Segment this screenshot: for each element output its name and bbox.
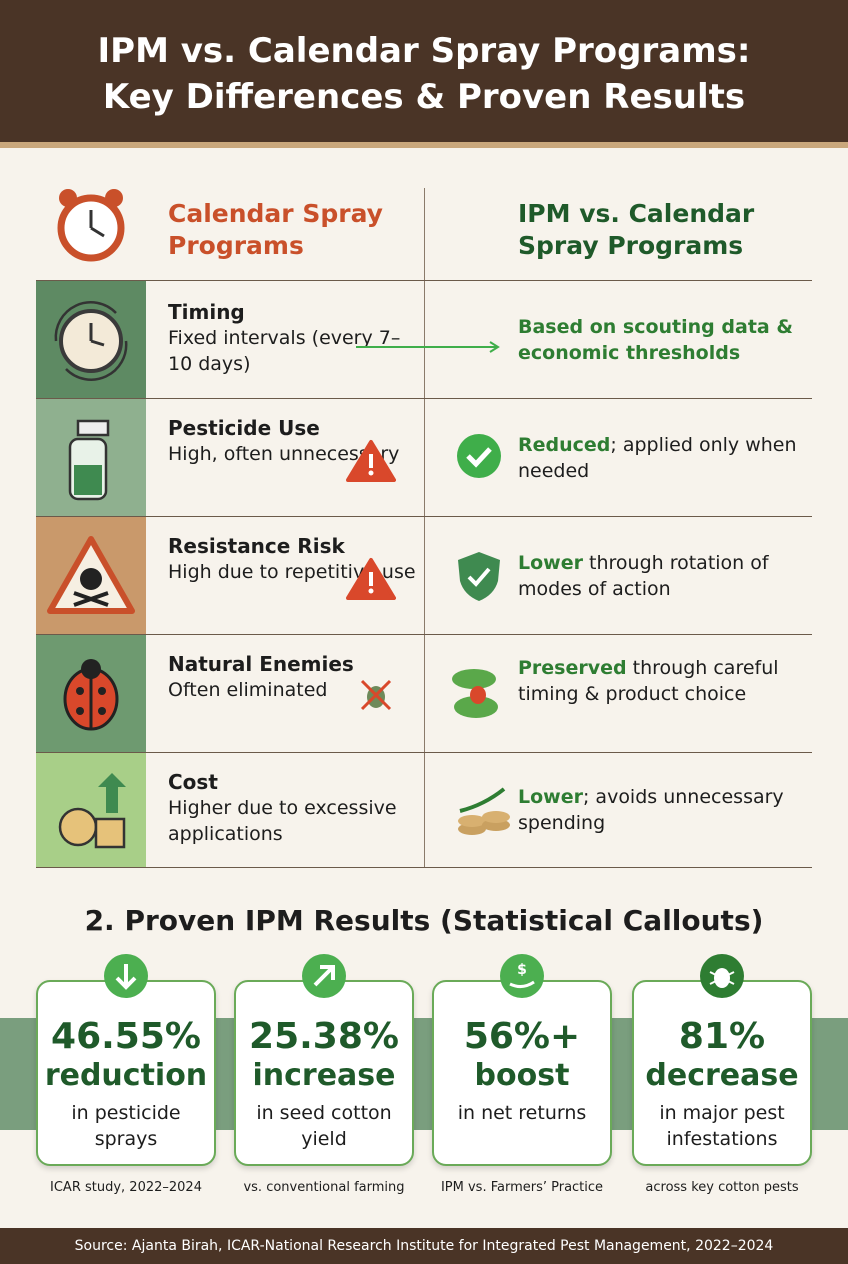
stat-note: ICAR study, 2022–2024 (50, 1180, 202, 1195)
ipm-highlight: Reduced (518, 434, 611, 456)
stat-note: vs. conventional farming (243, 1180, 405, 1195)
stat-icon (104, 954, 148, 1002)
stat-description: in major pest infestations (659, 1102, 785, 1150)
calendar-text: High, often unnecessary (168, 443, 400, 465)
calendar-text: Higher due to excessive applications (168, 797, 397, 845)
stat-note: across key cotton pests (645, 1180, 799, 1195)
stat-note: IPM vs. Farmers’ Practice (440, 1180, 604, 1195)
stat-word: boost (474, 1058, 570, 1093)
row-label: Cost (168, 770, 218, 794)
ipm-text: ; avoids unnecessary spending (518, 786, 784, 834)
stat-icon (302, 954, 346, 1002)
warning-icon (346, 440, 396, 482)
stat-word: increase (252, 1058, 396, 1093)
row-icon (36, 517, 146, 635)
table-row: Resistance Risk High due to repetitive us… (36, 516, 812, 635)
column-header: IPM vs. Calendar Spray Programs (518, 199, 755, 260)
calendar-text: Often eliminated (168, 679, 328, 701)
ipm-icon (448, 661, 508, 729)
ipm-highlight: Preserved (518, 657, 627, 679)
clock-icon (57, 189, 125, 262)
table-row: Timing Fixed intervals (every 7–10 days) B… (36, 280, 812, 399)
row-label: Pesticide Use (168, 416, 320, 440)
section-title: 2. Proven IPM Results (Statistical Callo… (84, 904, 764, 937)
stat-value: 81% (678, 1016, 766, 1057)
header: IPM vs. Calendar Spray Programs: Key Dif… (0, 0, 848, 148)
table-row: Natural Enemies Often eliminated Preserved… (36, 634, 812, 753)
right-cell: Lower through rotation of modes of actio… (518, 550, 808, 602)
ipm-text: through careful timing & product choice (518, 657, 779, 705)
stat-description: in pesticide sprays (71, 1102, 181, 1150)
warning (346, 439, 396, 487)
stat-description: in seed cotton yield (256, 1102, 392, 1150)
ipm-icon (454, 785, 514, 845)
column-header: Calendar Spray Programs (168, 199, 383, 260)
ipm-icon (454, 431, 504, 485)
row-label: Resistance Risk (168, 534, 345, 558)
stat-value: 46.55% (51, 1016, 201, 1057)
footer: Source: Ajanta Birah, ICAR-National Rese… (0, 1228, 848, 1264)
stat-card: 46.55% reduction in pesticide sprays (36, 980, 216, 1166)
stat-icon: $ (500, 954, 544, 1002)
row-icon (36, 281, 146, 399)
left-cell: Pesticide Use High, often unnecessary (168, 415, 418, 467)
title-line: IPM vs. Calendar Spray Programs: (97, 31, 751, 71)
rule (36, 867, 812, 868)
row-label: Timing (168, 300, 245, 324)
left-cell: Timing Fixed intervals (every 7–10 days) (168, 299, 418, 377)
arrow (356, 339, 506, 358)
right-cell: Preserved through careful timing & produ… (518, 655, 808, 707)
ipm-text: ; applied only when needed (518, 434, 797, 482)
stat-description: in net returns (457, 1102, 587, 1124)
row-icon (36, 635, 146, 753)
left-cell: Cost Higher due to excessive applications (168, 769, 418, 847)
stat-icon (700, 954, 744, 1002)
ipm-highlight: Lower (518, 552, 583, 574)
ipm-icon (454, 549, 504, 607)
stat-card: 25.38% increase in seed cotton yield (234, 980, 414, 1166)
stat-card: 81% decrease in major pest infestations (632, 980, 812, 1166)
warning-icon (346, 558, 396, 600)
row-icon (36, 399, 146, 517)
stat-value: 25.38% (249, 1016, 399, 1057)
warning (346, 557, 396, 605)
right-cell: Reduced; applied only when needed (518, 432, 808, 484)
table-row: Pesticide Use High, often unnecessary Redu… (36, 398, 812, 517)
stat-word: decrease (645, 1058, 799, 1093)
row-label: Natural Enemies (168, 652, 354, 676)
title-line: Key Differences & Proven Results (102, 77, 746, 117)
calendar-text: High due to repetitive use (168, 561, 416, 583)
ipm-highlight: Lower (518, 786, 583, 808)
left-cell: Resistance Risk High due to repetitive us… (168, 533, 418, 585)
stat-value: 56%+ (463, 1016, 581, 1057)
calendar-text: Fixed intervals (every 7–10 days) (168, 327, 401, 375)
ipm-highlight: Based on scouting data & economic thresh… (518, 316, 793, 364)
stat-card: 56%+ boost in net returns (432, 980, 612, 1166)
table-row: Cost Higher due to excessive applications… (36, 752, 812, 867)
row-icon (36, 753, 146, 867)
ipm-text: through rotation of modes of action (518, 552, 769, 600)
divider (424, 188, 425, 868)
stat-word: reduction (44, 1058, 208, 1093)
left-cell: Natural Enemies Often eliminated (168, 651, 418, 703)
right-cell: Based on scouting data & economic thresh… (518, 314, 808, 366)
right-cell: Lower; avoids unnecessary spending (518, 784, 808, 836)
svg-text:$: $ (517, 962, 527, 978)
cross (358, 677, 394, 717)
